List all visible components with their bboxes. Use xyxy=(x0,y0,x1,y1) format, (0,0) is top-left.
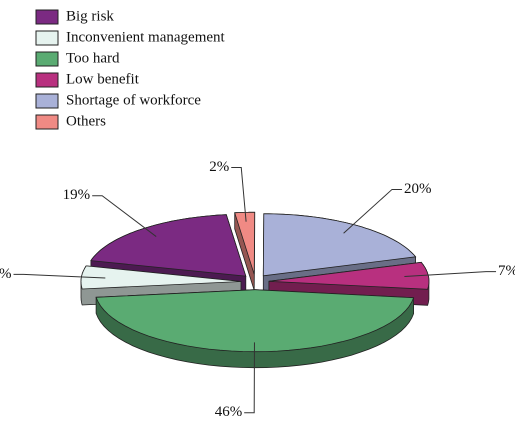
slice xyxy=(262,213,417,277)
legend-label: Inconvenient management xyxy=(66,29,226,45)
legend-label: Too hard xyxy=(66,50,120,66)
legend-label: Others xyxy=(66,113,106,129)
legend-swatch xyxy=(35,30,59,46)
leader-line xyxy=(404,271,497,278)
leader-line xyxy=(244,342,255,414)
leader-line xyxy=(343,188,403,234)
legend-swatch xyxy=(35,93,59,109)
data-label: 7% xyxy=(498,263,515,279)
data-label: 46% xyxy=(215,404,243,420)
leader-line xyxy=(231,167,247,222)
legend-label: Big risk xyxy=(66,8,114,24)
legend-swatch xyxy=(35,72,59,88)
leader-line xyxy=(13,273,106,279)
data-label: 6% xyxy=(0,266,12,282)
slice xyxy=(234,211,256,275)
legend-label: Low benefit xyxy=(66,71,140,87)
data-label: 20% xyxy=(404,181,432,197)
legend-swatch xyxy=(35,51,59,67)
slice xyxy=(268,261,430,290)
data-label: 19% xyxy=(63,187,91,203)
data-label: 2% xyxy=(209,159,229,175)
leader-line xyxy=(92,195,157,237)
legend-swatch xyxy=(35,9,59,25)
legend-swatch xyxy=(35,114,59,130)
legend-label: Shortage of workforce xyxy=(66,92,201,108)
slice xyxy=(90,214,247,277)
